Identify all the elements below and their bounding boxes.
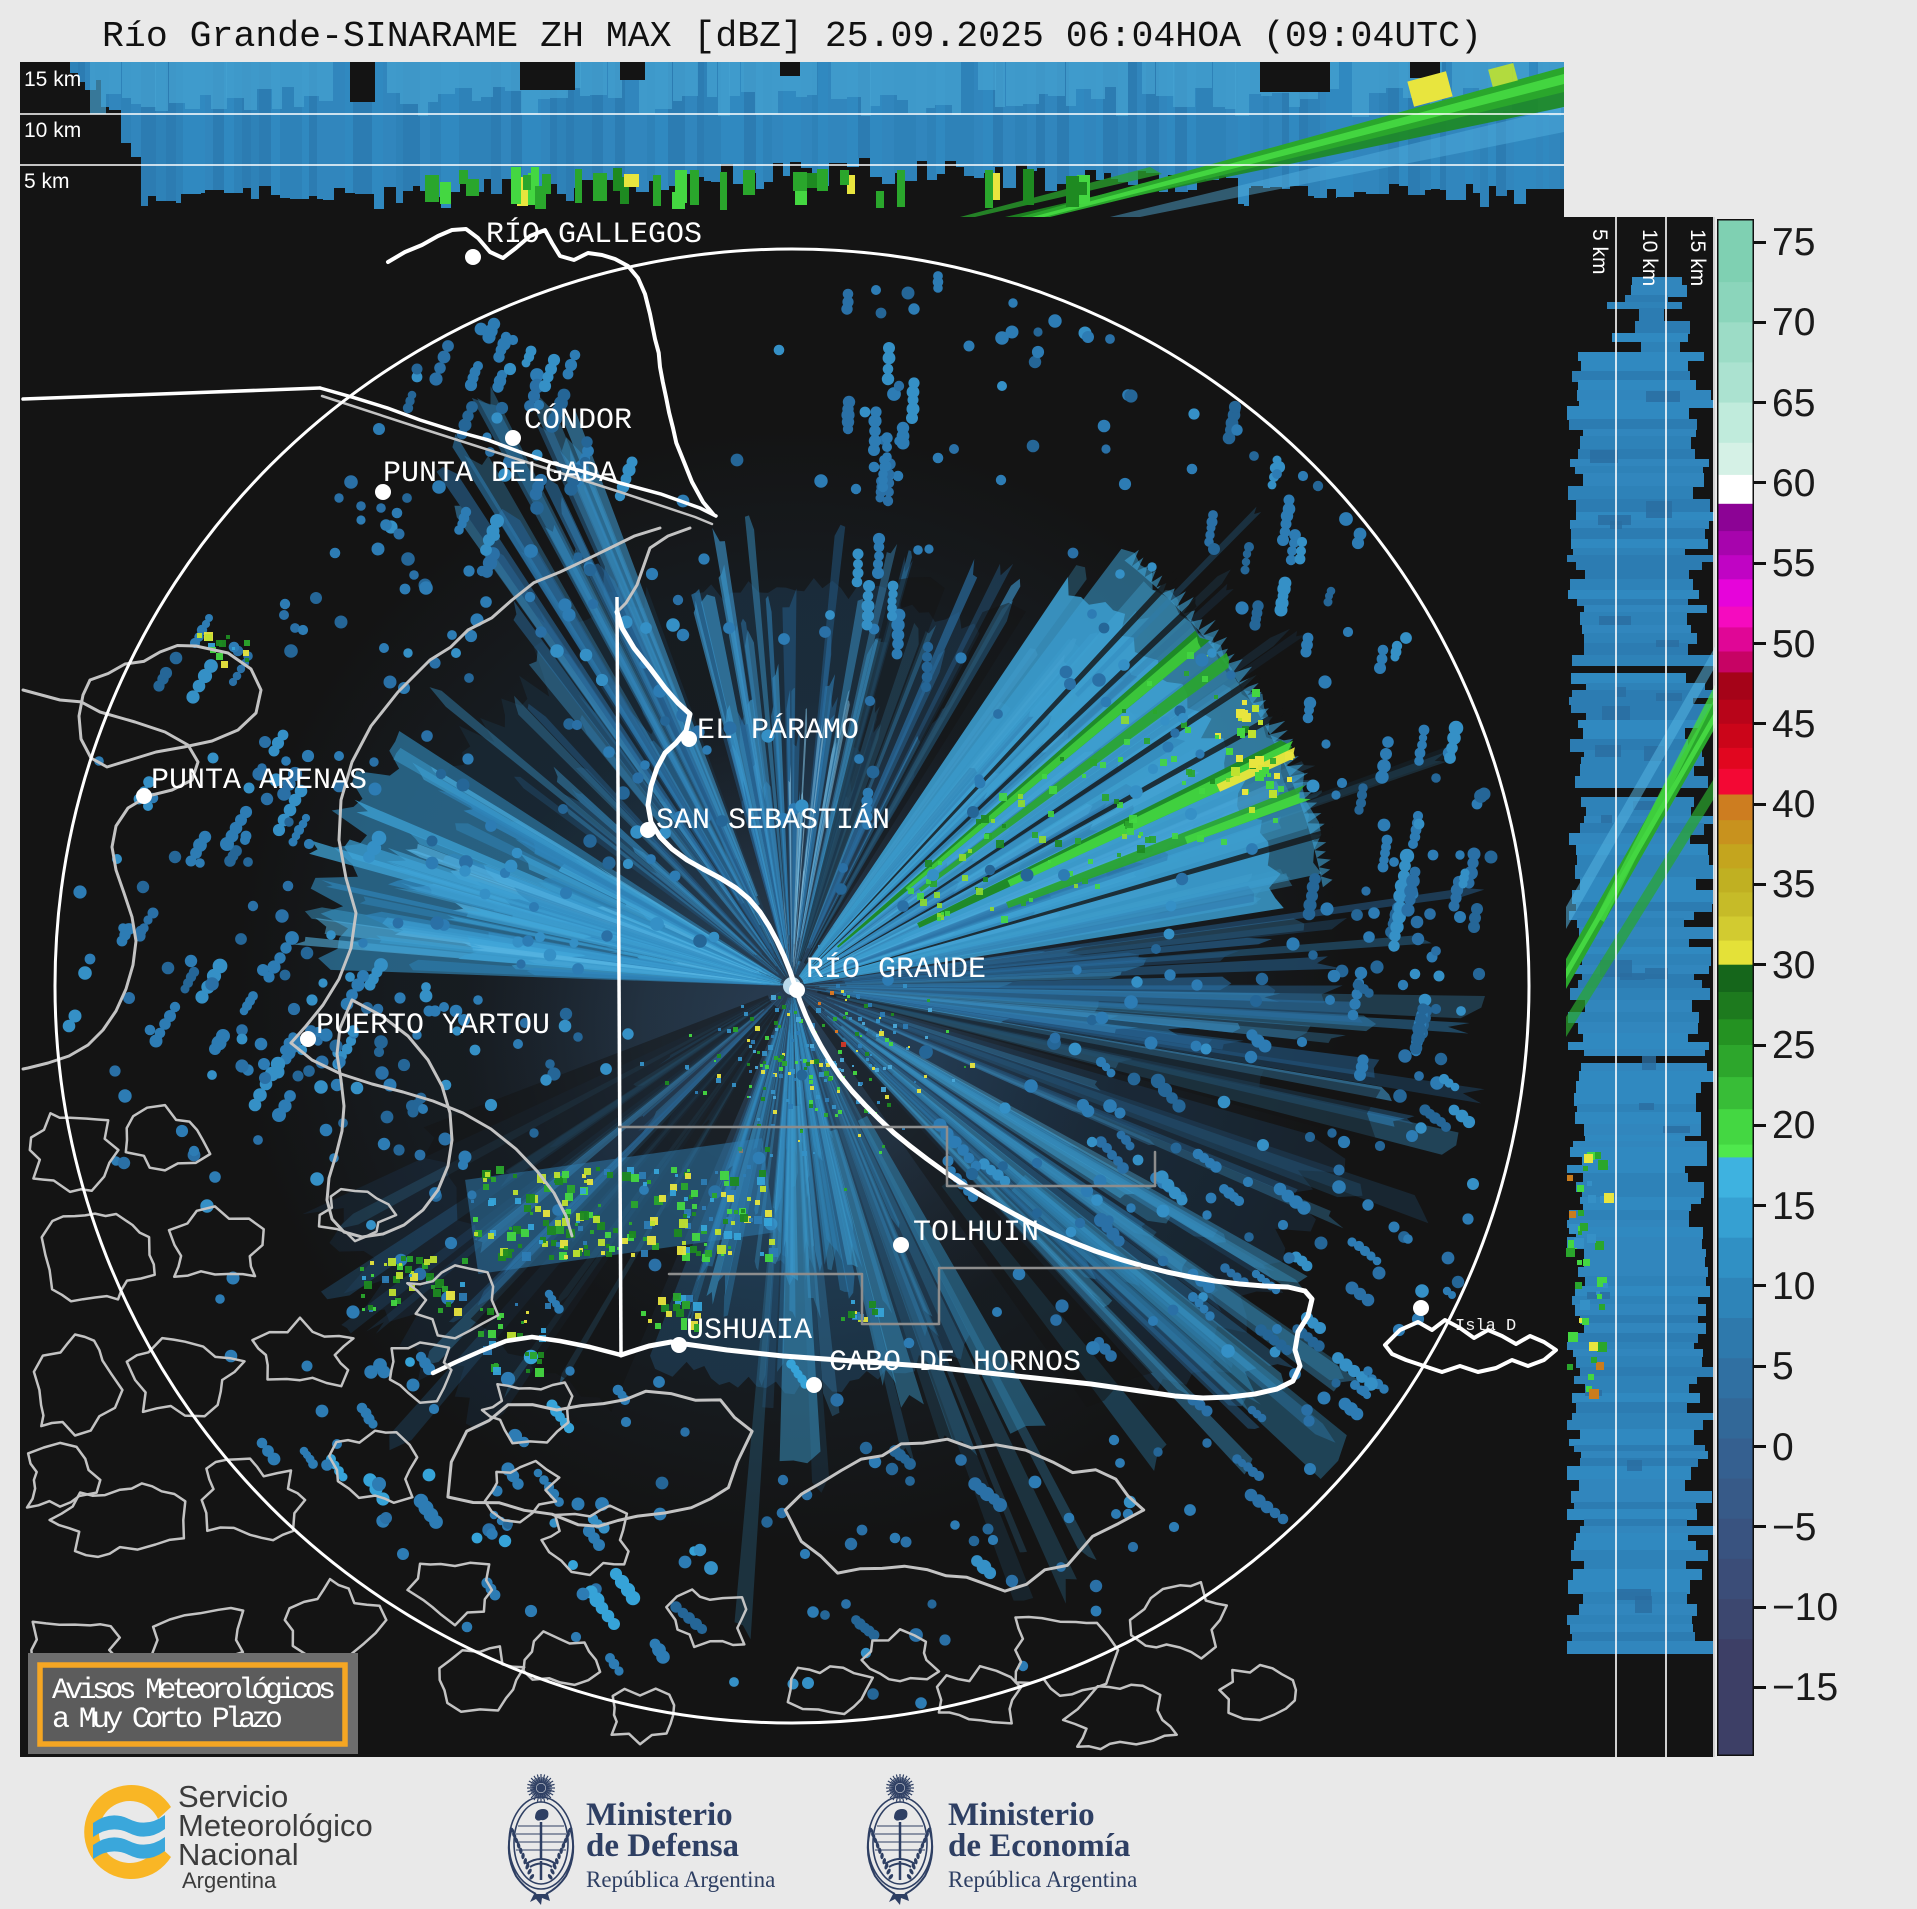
svg-text:15 km: 15 km [24, 68, 81, 91]
svg-text:SAN SEBASTIÁN: SAN SEBASTIÁN [656, 803, 890, 838]
svg-text:10 km: 10 km [24, 119, 81, 142]
svg-text:Meteorológico: Meteorológico [178, 1808, 373, 1843]
svg-text:EL PÁRAMO: EL PÁRAMO [697, 713, 859, 748]
svg-text:CÓNDOR: CÓNDOR [524, 403, 632, 438]
svg-text:a Muy Corto Plazo: a Muy Corto Plazo [52, 1703, 282, 1737]
svg-text:5 km: 5 km [24, 170, 70, 193]
svg-text:RÍO GALLEGOS: RÍO GALLEGOS [486, 217, 702, 252]
svg-text:PUERTO YARTOU: PUERTO YARTOU [316, 1009, 550, 1043]
svg-text:Nacional: Nacional [178, 1837, 299, 1872]
svg-text:CABO DE HORNOS: CABO DE HORNOS [829, 1346, 1081, 1380]
svg-text:15 km: 15 km [1686, 229, 1709, 286]
svg-text:PUNTA ARENAS: PUNTA ARENAS [151, 764, 367, 798]
svg-text:Isla D: Isla D [1455, 1317, 1516, 1336]
svg-text:RÍO GRANDE: RÍO GRANDE [806, 952, 986, 987]
svg-text:Servicio: Servicio [178, 1779, 288, 1814]
svg-text:10 km: 10 km [1638, 229, 1661, 286]
svg-text:PUNTA DELGADA: PUNTA DELGADA [383, 457, 617, 491]
svg-text:TOLHUIN: TOLHUIN [913, 1216, 1039, 1250]
svg-text:Argentina: Argentina [182, 1868, 277, 1893]
svg-text:Avisos Meteorológicos: Avisos Meteorológicos [52, 1674, 334, 1708]
svg-text:USHUAIA: USHUAIA [686, 1314, 812, 1348]
svg-text:5 km: 5 km [1588, 229, 1611, 275]
